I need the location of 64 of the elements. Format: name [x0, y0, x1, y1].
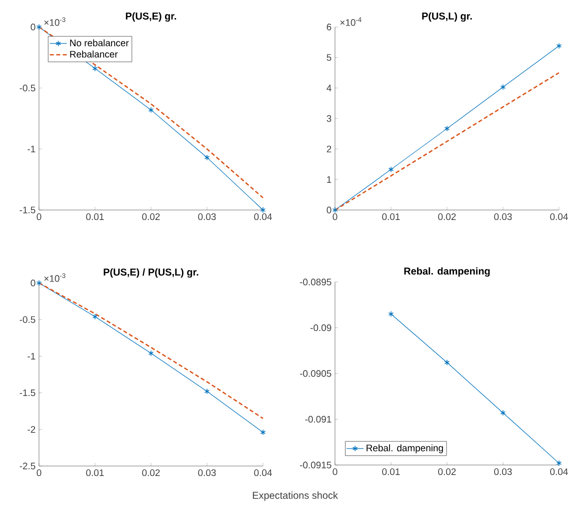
y-tick-label: 6: [326, 24, 332, 30]
point: [148, 106, 154, 113]
y-tick-label: 1: [327, 176, 332, 183]
y-tick-label: -2.5: [20, 462, 36, 470]
x-tick-label: 0.02: [438, 468, 456, 476]
y-tick-label: -0.5: [20, 316, 36, 323]
x-tick-label: 0: [332, 468, 338, 476]
x-tick-label: 0.03: [494, 213, 512, 220]
y-tick-label: 3: [326, 115, 332, 122]
x-tick-label: 0.01: [86, 469, 104, 476]
x-tick-label: 0.01: [382, 468, 400, 476]
y-tick-label: -1.5: [20, 389, 36, 396]
y-tick-label: 4: [326, 84, 332, 92]
chart-title: Rebal. dampening: [404, 267, 490, 277]
y-tick-label: 2: [326, 146, 332, 152]
point: [204, 388, 210, 394]
point: [92, 65, 98, 72]
y-tick-label: -0.5: [20, 84, 36, 92]
x-tick-label: 0: [36, 469, 42, 476]
y-tick-label: 0: [326, 206, 332, 214]
x-tick-label: 0.04: [254, 469, 272, 476]
chart-title: P(US,E) gr.: [126, 12, 176, 22]
x-tick-label: 0.04: [254, 213, 272, 220]
y-tick-label: -0.09: [310, 324, 332, 332]
x-tick-label: 0.04: [550, 468, 568, 476]
y-tick-label: -0.0895: [300, 278, 332, 286]
y-tick-label: -1: [28, 146, 36, 152]
y-tick-label: 0: [30, 280, 36, 286]
legend-label: Rebal. dampening: [366, 444, 443, 454]
x-tick-label: 0.01: [382, 213, 400, 220]
x-tick-label: 0: [36, 213, 42, 220]
x-tick-label: 0.04: [550, 213, 568, 220]
point: [388, 166, 394, 172]
x-tick-label: 0.03: [198, 469, 216, 476]
point: [500, 410, 506, 416]
y-tick-label: -2: [28, 426, 36, 433]
y-tick-label: -0.091: [305, 416, 332, 423]
x-tick-label: 0.02: [142, 213, 160, 220]
point: [204, 154, 210, 161]
text: ×10$^{-3}$: [44, 17, 66, 26]
chart-title: P(US,L) gr.: [422, 12, 472, 22]
legend-label: Rebalancer: [70, 50, 118, 58]
x-tick-label: 0.02: [142, 469, 160, 476]
y-tick-label: -0.0905: [300, 370, 332, 377]
point: [500, 84, 506, 90]
y-tick-label: 0: [30, 24, 36, 30]
y-tick-label: -0.0915: [300, 462, 332, 468]
point: [148, 350, 154, 356]
x-tick-label: 0.02: [438, 213, 456, 220]
point: [444, 360, 450, 366]
x-tick-label: 0: [332, 213, 338, 220]
x-axis-title: Expectations shock: [252, 492, 338, 501]
y-tick-label: -1: [28, 352, 36, 360]
chart-title: P(US,E) / P(US,L) gr.: [104, 268, 198, 278]
point: [444, 126, 450, 132]
legend-label: No rebalancer: [70, 39, 129, 46]
x-tick-label: 0.03: [198, 213, 216, 220]
text: ×10$^{-4}$: [340, 17, 362, 26]
y-tick-label: -1.5: [20, 206, 36, 214]
y-tick-label: 5: [326, 54, 332, 61]
point: [92, 314, 98, 320]
text: ×10$^{-3}$: [44, 273, 66, 282]
x-tick-label: 0.03: [494, 468, 512, 476]
x-tick-label: 0.01: [86, 213, 104, 220]
